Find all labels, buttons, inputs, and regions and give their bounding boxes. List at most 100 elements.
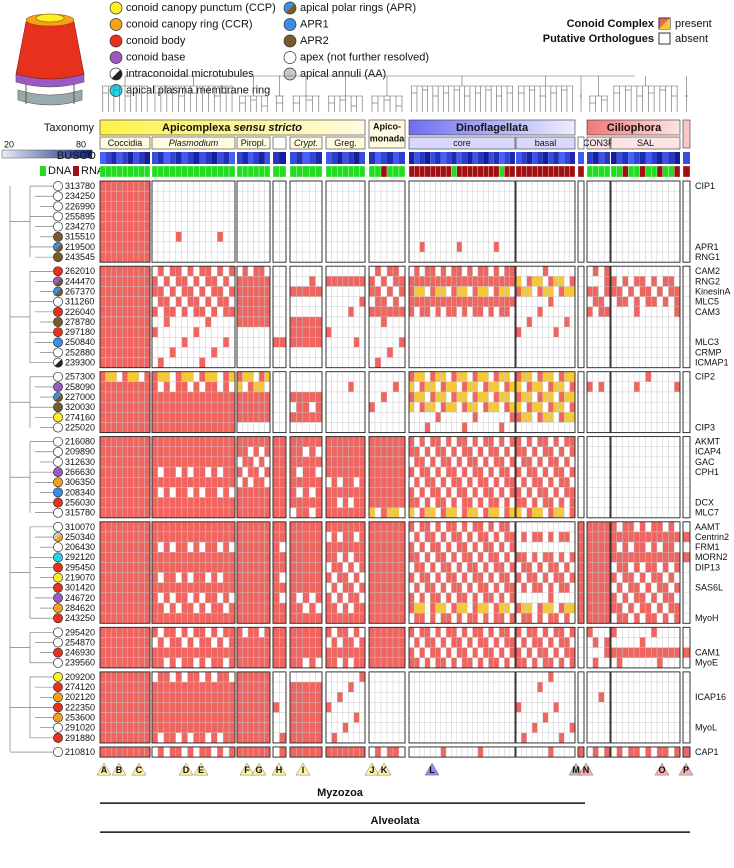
- cell: [504, 317, 509, 327]
- cell: [494, 307, 499, 317]
- cell: [467, 498, 472, 508]
- cell: [393, 542, 399, 552]
- cell: [243, 222, 249, 232]
- cell: [494, 412, 499, 422]
- busco-cell: [265, 152, 271, 164]
- cell: [446, 402, 451, 412]
- legend-label: conoid canopy punctum (CCP): [126, 2, 276, 14]
- cell: [296, 467, 302, 477]
- cell: [273, 552, 280, 562]
- cell: [375, 532, 381, 542]
- cell: [387, 222, 393, 232]
- cell: [359, 266, 365, 276]
- cell: [587, 392, 593, 402]
- cell: [122, 498, 128, 508]
- cell: [248, 532, 254, 542]
- cell: [628, 467, 634, 477]
- cell: [122, 437, 128, 447]
- cell: [446, 276, 451, 286]
- cell: [133, 613, 139, 623]
- cell: [387, 422, 393, 432]
- cell: [152, 402, 158, 412]
- cell: [441, 347, 446, 357]
- cell: [348, 637, 354, 647]
- cell: [554, 252, 559, 262]
- cell: [640, 412, 646, 422]
- cell: [441, 532, 446, 542]
- seq-cell: [381, 166, 387, 177]
- cell: [194, 191, 200, 201]
- cell: [343, 498, 349, 508]
- cell: [381, 508, 387, 518]
- cell: [532, 637, 537, 647]
- cell: [663, 201, 669, 211]
- cell: [387, 392, 393, 402]
- cell: [354, 402, 360, 412]
- cell: [504, 532, 509, 542]
- cell: [674, 477, 680, 487]
- cell: [499, 532, 504, 542]
- cell: [634, 437, 640, 447]
- cell: [599, 297, 605, 307]
- cell: [326, 658, 332, 668]
- cell: [199, 477, 205, 487]
- cell: [188, 211, 194, 221]
- cell: [564, 498, 569, 508]
- cell: [182, 307, 188, 317]
- cell: [205, 613, 211, 623]
- cell: [457, 402, 462, 412]
- cell: [369, 542, 375, 552]
- cell: [537, 658, 542, 668]
- cell: [446, 583, 451, 593]
- cell: [399, 347, 405, 357]
- cell: [248, 211, 254, 221]
- cell: [393, 422, 399, 432]
- cell: [473, 552, 478, 562]
- cell: [194, 648, 200, 658]
- cell: [640, 542, 646, 552]
- cell: [683, 211, 690, 221]
- cell: [122, 242, 128, 252]
- cell: [265, 242, 271, 252]
- cell: [223, 242, 229, 252]
- cell: [194, 347, 200, 357]
- cell: [599, 201, 605, 211]
- cell: [489, 252, 494, 262]
- cell: [259, 297, 265, 307]
- cell: [133, 297, 139, 307]
- cell: [217, 347, 223, 357]
- cell: [663, 613, 669, 623]
- cell: [559, 467, 564, 477]
- cell: [273, 532, 280, 542]
- cell: [451, 402, 456, 412]
- cell: [229, 422, 235, 432]
- cell: [617, 201, 623, 211]
- cell: [674, 232, 680, 242]
- cell: [337, 447, 343, 457]
- cell: [359, 637, 365, 647]
- cell: [259, 402, 265, 412]
- cell: [316, 392, 322, 402]
- busco-cell: [543, 152, 548, 164]
- busco-cell: [564, 152, 569, 164]
- cell: [152, 422, 158, 432]
- cell: [657, 337, 663, 347]
- cell: [139, 372, 145, 382]
- cell: [473, 252, 478, 262]
- cell: [229, 648, 235, 658]
- cell: [122, 532, 128, 542]
- cell: [164, 211, 170, 221]
- cell: [316, 287, 322, 297]
- cell: [604, 211, 610, 221]
- cell: [316, 347, 322, 357]
- cell: [111, 242, 117, 252]
- cell: [296, 522, 302, 532]
- cell: [587, 191, 593, 201]
- cell: [587, 358, 593, 368]
- cell: [570, 252, 575, 262]
- cell: [309, 508, 315, 518]
- cell: [326, 487, 332, 497]
- cell: [489, 467, 494, 477]
- cell: [393, 327, 399, 337]
- cell: [273, 392, 280, 402]
